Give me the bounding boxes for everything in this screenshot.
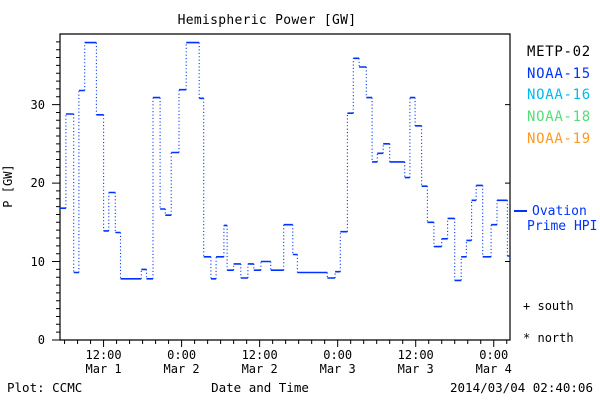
ovation-prime-hpi-label: Ovation Prime HPI (514, 204, 598, 234)
x-tick-date: Mar 3 (397, 361, 434, 376)
y-minor-ticks (56, 41, 60, 333)
y-tick-label-0: 0 (37, 333, 45, 347)
x-tick-time: 12:00 (241, 348, 278, 362)
x-minor-ticks (64, 340, 508, 344)
legend-item-noaa-16: NOAA-16 (527, 87, 591, 104)
page-title: Hemispheric Power [GW] (177, 13, 357, 28)
hpi-curve-vertical-connectors (65, 42, 508, 281)
ovation-label-line1: Ovation (532, 204, 587, 219)
plot-source-caption: Plot: CCMC (7, 380, 83, 395)
x-tick-time: 12:00 (397, 348, 434, 362)
x-tick-date: Mar 1 (85, 361, 122, 376)
x-tick-label-mar2-1200: 12:00 Mar 2 (228, 348, 292, 376)
x-tick-time: 0:00 (479, 348, 509, 362)
y-tick-label-20: 20 (30, 176, 45, 191)
x-tick-time: 12:00 (85, 348, 122, 362)
hpi-curve-segments (60, 41, 510, 282)
satellite-legend: METP-02 NOAA-15 NOAA-16 NOAA-18 NOAA-19 (527, 44, 591, 152)
x-tick-label-mar4-000: 0:00 Mar 4 (462, 348, 526, 376)
north-label: north (537, 331, 574, 345)
ovation-label-line2: Prime HPI (527, 218, 598, 234)
y-major-ticks (52, 104, 510, 341)
x-tick-time: 0:00 (167, 348, 197, 362)
legend-item-noaa-19: NOAA-19 (527, 130, 591, 147)
north-marker-legend: * north (523, 331, 574, 345)
legend-item-noaa-15: NOAA-15 (527, 65, 591, 82)
legend-item-noaa-18: NOAA-18 (527, 109, 591, 126)
x-axis-title: Date and Time (211, 380, 309, 395)
south-label: south (537, 299, 574, 313)
x-tick-time: 0:00 (323, 348, 353, 362)
south-marker-legend: + south (523, 299, 574, 313)
x-tick-date: Mar 3 (319, 361, 356, 376)
asterisk-marker-icon: * (523, 331, 531, 345)
x-tick-label-mar3-1200: 12:00 Mar 3 (384, 348, 448, 376)
x-tick-label-mar3-000: 0:00 Mar 3 (306, 348, 370, 376)
y-tick-label-30: 30 (30, 97, 45, 112)
plus-marker-icon: + (523, 299, 531, 313)
plot-frame (59, 33, 511, 341)
plot-timestamp: 2014/03/04 02:40:06 (450, 380, 593, 395)
x-tick-label-mar2-000: 0:00 Mar 2 (150, 348, 214, 376)
y-tick-label-10: 10 (30, 254, 45, 269)
legend-item-metp-02: METP-02 (527, 44, 591, 60)
x-tick-date: Mar 2 (163, 361, 200, 376)
x-tick-label-mar1-1200: 12:00 Mar 1 (72, 348, 136, 376)
x-major-ticks (103, 340, 495, 347)
x-tick-date: Mar 2 (241, 361, 278, 376)
x-tick-date: Mar 4 (475, 361, 512, 376)
line-sample-icon (514, 209, 527, 212)
